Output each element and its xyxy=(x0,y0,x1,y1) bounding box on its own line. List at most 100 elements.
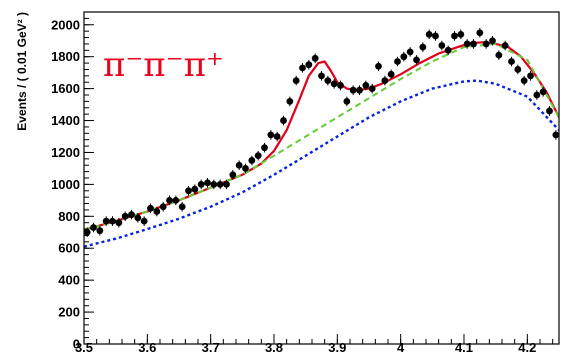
data-point xyxy=(90,224,97,231)
data-point xyxy=(223,180,230,188)
data-point xyxy=(178,203,186,211)
data-point xyxy=(128,211,135,219)
data-point xyxy=(305,61,313,69)
data-point xyxy=(216,180,224,188)
x-tick-label: 4.1 xyxy=(455,340,473,355)
data-point xyxy=(292,77,300,85)
data-point xyxy=(482,40,490,48)
data-point xyxy=(387,70,395,78)
x-tick-label: 3.6 xyxy=(138,340,156,355)
data-point xyxy=(406,48,414,56)
data-point xyxy=(261,144,268,152)
data-point xyxy=(166,196,173,204)
data-point xyxy=(147,204,154,212)
data-point xyxy=(463,40,471,48)
data-point xyxy=(235,161,243,169)
y-tick-label: 0 xyxy=(73,337,80,352)
y-tick-label: 1400 xyxy=(51,113,80,128)
data-point xyxy=(476,29,484,37)
data-point xyxy=(356,86,363,94)
data-point xyxy=(185,187,192,195)
y-tick-label: 1600 xyxy=(51,81,80,96)
data-point xyxy=(508,58,515,65)
data-point xyxy=(349,86,357,94)
data-point xyxy=(362,82,370,89)
x-tick-label: 4 xyxy=(397,340,405,355)
data-point xyxy=(102,217,110,225)
y-axis-title: Events / ( 0.01 GeV² ) xyxy=(15,12,29,131)
data-point xyxy=(337,82,344,89)
data-point xyxy=(286,97,294,105)
y-tick-label: 800 xyxy=(58,209,80,224)
data-point xyxy=(451,32,458,40)
data-point xyxy=(242,165,249,172)
data-point xyxy=(159,203,167,211)
data-point xyxy=(109,217,116,225)
data-point xyxy=(115,219,123,227)
data-point xyxy=(489,37,496,45)
data-point xyxy=(539,88,547,96)
x-tick-label: 4.2 xyxy=(518,340,536,355)
data-point xyxy=(438,42,446,49)
tick-labels: 3.5 3.6 3.7 3.8 3.9 4 4.1 4.2 0 200 400 600 800 1000 1… xyxy=(51,17,536,355)
x-tick-label: 3.7 xyxy=(202,340,220,355)
data-point xyxy=(495,51,503,59)
data-point xyxy=(419,43,427,51)
data-point xyxy=(444,46,452,54)
data-point xyxy=(400,53,408,61)
data-point xyxy=(311,54,319,62)
data-point xyxy=(330,80,338,88)
data-point xyxy=(248,157,256,164)
data-point xyxy=(267,131,275,139)
data-point xyxy=(280,117,287,124)
data-point xyxy=(172,196,180,204)
data-point xyxy=(121,212,129,220)
data-point xyxy=(470,40,477,48)
data-point xyxy=(413,56,420,64)
x-tick-label: 3.8 xyxy=(265,340,283,355)
data-point xyxy=(368,85,376,93)
y-tick-label: 1200 xyxy=(51,145,80,160)
y-tick-label: 2000 xyxy=(51,17,80,32)
axis-ticks xyxy=(83,11,554,345)
data-point xyxy=(229,171,237,179)
data-point xyxy=(140,217,148,225)
data-point xyxy=(546,107,553,115)
data-point xyxy=(520,77,528,85)
x-tick-label: 3.9 xyxy=(328,340,346,355)
data-point xyxy=(191,185,199,193)
data-point xyxy=(134,214,142,222)
data-point xyxy=(210,180,218,188)
y-tick-label: 400 xyxy=(58,273,80,288)
y-tick-label: 1000 xyxy=(51,177,80,192)
data-point xyxy=(197,180,205,188)
data-point xyxy=(153,208,161,215)
y-tick-label: 600 xyxy=(58,241,80,256)
data-point xyxy=(254,152,262,160)
data-point xyxy=(533,91,541,99)
data-point xyxy=(375,62,382,70)
data-point xyxy=(324,77,332,85)
data-point xyxy=(514,66,522,73)
data-point xyxy=(394,58,401,65)
data-point xyxy=(343,97,351,105)
data-point xyxy=(425,30,433,38)
data-point xyxy=(318,72,325,80)
y-tick-label: 200 xyxy=(58,305,80,320)
data-point xyxy=(381,77,389,85)
data-point xyxy=(273,133,281,140)
data-point xyxy=(299,64,306,72)
data-point xyxy=(501,42,509,49)
data-points xyxy=(84,27,559,238)
data-point xyxy=(84,228,91,236)
x-tick-label: 3.5 xyxy=(75,340,93,355)
data-point xyxy=(204,179,211,187)
data-point xyxy=(96,227,104,235)
data-point xyxy=(457,30,465,38)
y-tick-label: 1800 xyxy=(51,49,80,64)
data-point xyxy=(552,131,559,139)
data-point xyxy=(432,32,439,40)
channel-label: π⁻π⁻π⁺ xyxy=(103,45,224,85)
